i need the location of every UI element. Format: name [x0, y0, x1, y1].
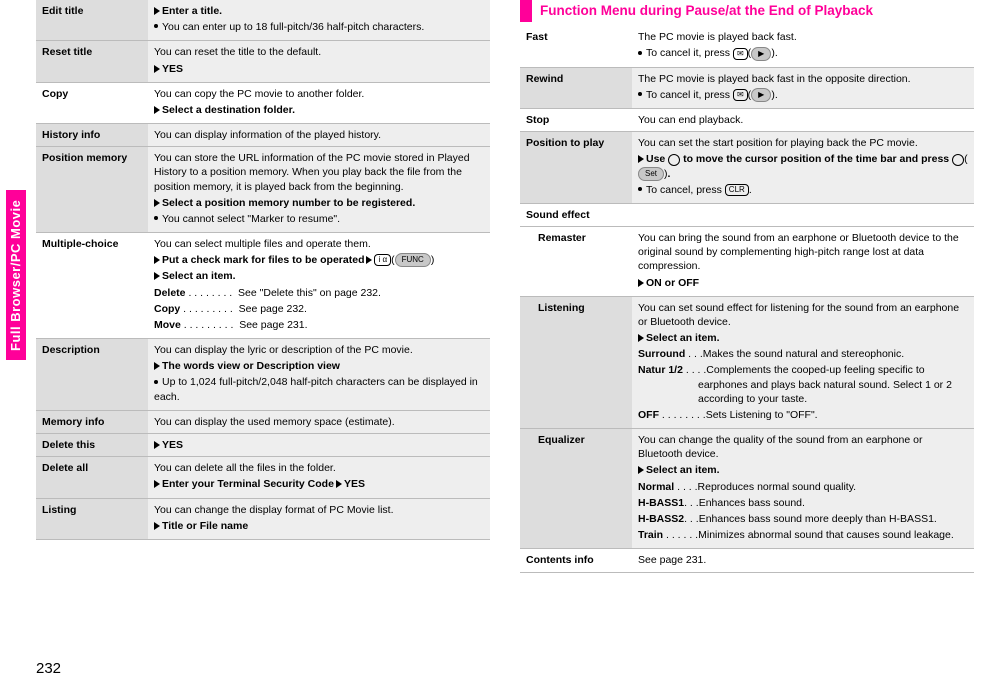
center-key-icon [952, 154, 964, 166]
row-desc: You can select multiple files and operat… [148, 233, 490, 339]
bullet-icon [638, 92, 642, 96]
row-desc: You can delete all the files in the fold… [148, 457, 490, 498]
right-column: Function Menu during Pause/at the End of… [520, 0, 974, 573]
left-table: Edit title Enter a title. You can enter … [36, 0, 490, 540]
row-label: Rewind [520, 67, 632, 108]
row-label: Delete all [36, 457, 148, 498]
row-label: Remaster [520, 227, 632, 297]
row-desc: See page 231. [632, 549, 974, 572]
row-label: Position memory [36, 147, 148, 233]
row-label: Contents info [520, 549, 632, 572]
page-number: 232 [36, 659, 61, 679]
row-desc: You can copy the PC movie to another fol… [148, 82, 490, 123]
triangle-icon [154, 65, 160, 73]
row-label: Fast [520, 26, 632, 67]
triangle-icon [336, 480, 342, 488]
row-desc: You can set the start position for playi… [632, 132, 974, 204]
triangle-icon [154, 106, 160, 114]
dpad-icon [668, 154, 680, 166]
row-label: Edit title [36, 0, 148, 41]
play-pill-icon: ▶ [751, 88, 771, 102]
triangle-icon [638, 155, 644, 163]
triangle-icon [638, 466, 644, 474]
triangle-icon [154, 362, 160, 370]
row-desc: You can display information of the playe… [148, 124, 490, 147]
bullet-icon [154, 24, 158, 28]
play-pill-icon: ▶ [751, 47, 771, 61]
right-table: Fast The PC movie is played back fast. T… [520, 26, 974, 572]
triangle-icon [154, 522, 160, 530]
row-desc: The PC movie is played back fast in the … [632, 67, 974, 108]
row-label: Stop [520, 109, 632, 132]
mail-key-icon: ✉ [733, 89, 748, 101]
row-label: Delete this [36, 434, 148, 457]
section-tab: Full Browser/PC Movie [6, 190, 26, 360]
row-desc: The PC movie is played back fast. To can… [632, 26, 974, 67]
bullet-icon [154, 216, 158, 220]
row-desc: You can change the quality of the sound … [632, 429, 974, 549]
row-label: Listing [36, 498, 148, 539]
triangle-icon [154, 480, 160, 488]
row-label: Equalizer [520, 429, 632, 549]
clr-key-icon: CLR [725, 184, 749, 196]
triangle-icon [638, 279, 644, 287]
set-pill: Set [638, 167, 664, 181]
triangle-icon [154, 256, 160, 264]
row-label: Multiple-choice [36, 233, 148, 339]
row-label: History info [36, 124, 148, 147]
triangle-icon [154, 441, 160, 449]
bullet-icon [638, 51, 642, 55]
row-label: Position to play [520, 132, 632, 204]
triangle-icon [366, 256, 372, 264]
section-header: Function Menu during Pause/at the End of… [520, 0, 974, 22]
key-icon: i α [374, 254, 391, 266]
row-label: Listening [520, 296, 632, 428]
row-desc: You can set sound effect for listening f… [632, 296, 974, 428]
row-label: Description [36, 339, 148, 411]
row-label: Reset title [36, 41, 148, 82]
triangle-icon [154, 7, 160, 15]
row-label: Memory info [36, 410, 148, 433]
func-pill: FUNC [395, 253, 431, 267]
row-desc: Enter a title. You can enter up to 18 fu… [148, 0, 490, 41]
left-column: Edit title Enter a title. You can enter … [36, 0, 490, 573]
row-desc: You can reset the title to the default. … [148, 41, 490, 82]
row-desc: You can display the lyric or description… [148, 339, 490, 411]
mail-key-icon: ✉ [733, 48, 748, 60]
row-desc: You can store the URL information of the… [148, 147, 490, 233]
row-desc: You can end playback. [632, 109, 974, 132]
row-desc: You can change the display format of PC … [148, 498, 490, 539]
bullet-icon [154, 380, 158, 384]
triangle-icon [154, 199, 160, 207]
row-label: Sound effect [520, 203, 974, 226]
row-desc: You can display the used memory space (e… [148, 410, 490, 433]
bullet-icon [638, 187, 642, 191]
triangle-icon [154, 272, 160, 280]
row-desc: You can bring the sound from an earphone… [632, 227, 974, 297]
row-desc: YES [148, 434, 490, 457]
row-label: Copy [36, 82, 148, 123]
triangle-icon [638, 334, 644, 342]
